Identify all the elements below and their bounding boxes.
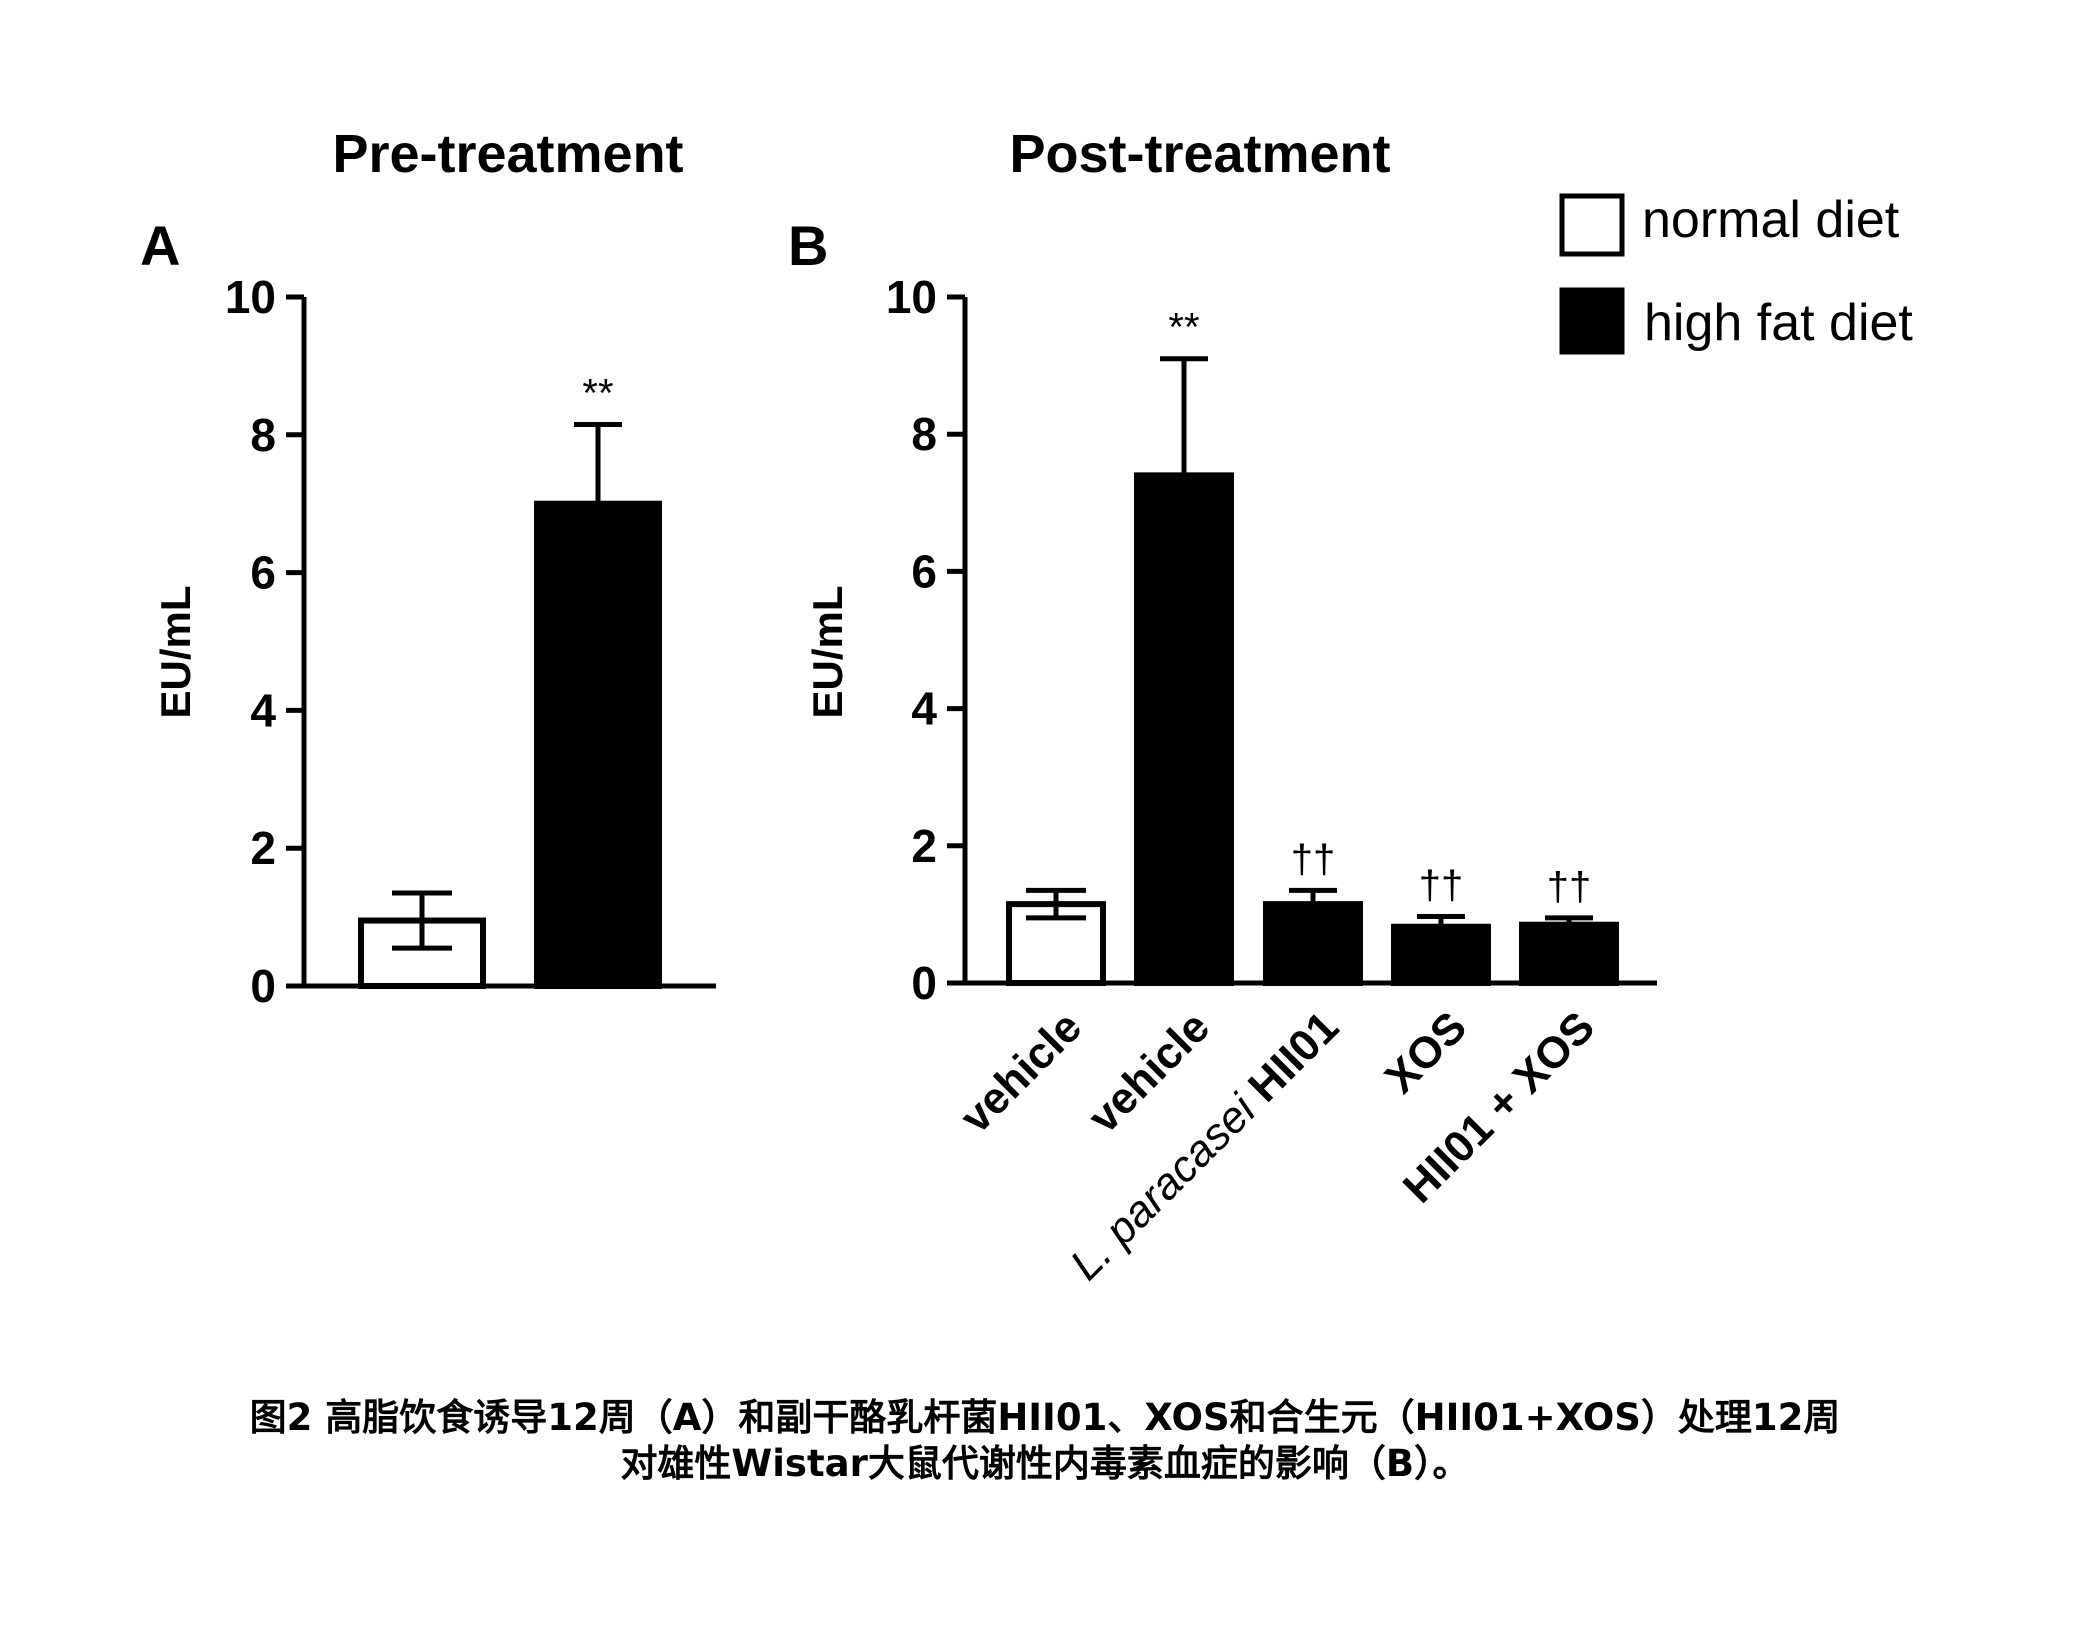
legend-swatch-high-fat-diet xyxy=(1559,287,1625,355)
panel-b-significance-label: †† xyxy=(1419,863,1464,907)
panel-b-significance-label: ** xyxy=(1168,306,1199,350)
panel-b-significance-label: †† xyxy=(1547,865,1592,909)
caption-line-2: 对雄性Wistar大鼠代谢性内毒素血症的影响（B）。 xyxy=(620,1442,1470,1486)
panel-a-ylabel: EU/mL xyxy=(152,585,199,718)
panel-b-y-tick-label: 8 xyxy=(911,408,937,460)
legend: normal diet high fat diet xyxy=(1559,191,1913,355)
panel-b-y-tick-label: 0 xyxy=(911,957,937,1009)
panel-b-bar xyxy=(1391,923,1491,986)
panel-a-y-tick-label: 2 xyxy=(250,822,276,874)
panel-a-bar xyxy=(534,500,662,989)
figure-caption: 图2 高脂饮食诱导12周（A）和副干酪乳杆菌HII01、XOS和合生元（HII0… xyxy=(0,1395,2090,1488)
panel-b-y-tick-label: 6 xyxy=(911,545,937,597)
panel-b-bar xyxy=(1134,472,1234,986)
panel-b-y-tick-label: 2 xyxy=(911,820,937,872)
panel-b-bar xyxy=(1519,921,1619,987)
panel-b-x-label: vehicle xyxy=(951,1002,1091,1142)
legend-swatch-normal-diet xyxy=(1559,193,1625,257)
panel-a-y-tick-label: 0 xyxy=(250,960,276,1012)
panel-b-y-tick-label: 10 xyxy=(886,271,937,323)
panel-a-y-tick-label: 10 xyxy=(225,271,276,323)
panel-b-letter: B xyxy=(788,214,828,277)
caption-line-1: 图2 高脂饮食诱导12周（A）和副干酪乳杆菌HII01、XOS和合生元（HII0… xyxy=(249,1396,1841,1439)
legend-label-high-fat-diet: high fat diet xyxy=(1644,294,1913,352)
panel-a-letter: A xyxy=(140,214,180,277)
panel-b-bar xyxy=(1263,901,1363,986)
panel-a-y-tick-label: 4 xyxy=(250,684,276,736)
panel-b-y-tick-label: 4 xyxy=(911,683,937,735)
panel-b-ylabel: EU/mL xyxy=(804,585,851,718)
panel-b-title: Post-treatment xyxy=(1009,124,1390,184)
panel-b-x-label: XOS xyxy=(1376,1002,1476,1102)
panel-a-significance-label: ** xyxy=(582,371,613,415)
chart-panel-a: A Pre-treatment EU/mL 0 2 4 6 8 10 ** xyxy=(140,124,716,1012)
panel-a-y-tick-label: 8 xyxy=(250,409,276,461)
panel-b-significance-label: †† xyxy=(1291,837,1336,881)
legend-label-normal-diet: normal diet xyxy=(1642,191,1900,249)
panel-a-title: Pre-treatment xyxy=(332,124,683,184)
panel-a-y-tick-label: 6 xyxy=(250,547,276,599)
